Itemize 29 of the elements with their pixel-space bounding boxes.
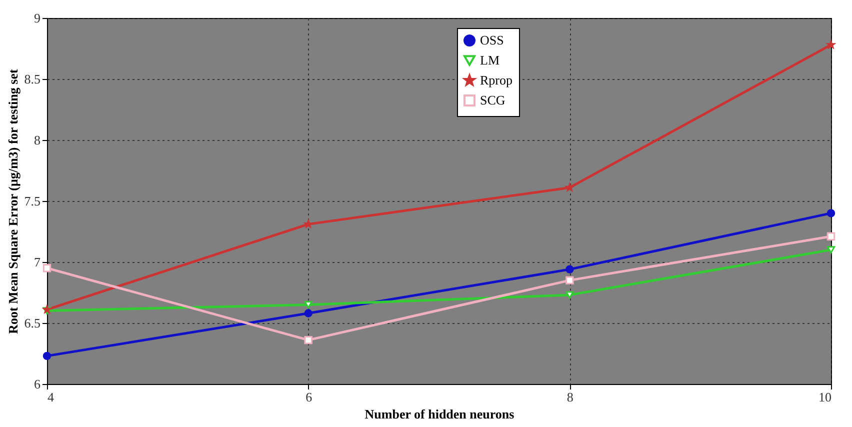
- y-tick-label: 8: [34, 132, 40, 148]
- point: [826, 232, 836, 240]
- y-tick-label: 7.5: [24, 194, 40, 208]
- y-tick-label: 7: [34, 254, 41, 270]
- point: [42, 352, 52, 360]
- x-tick-label: 6: [306, 390, 313, 404]
- x-axis-title: Number of hidden neurons: [364, 406, 514, 422]
- y-tick-label: 6: [34, 376, 41, 392]
- legend-label: OSS: [480, 32, 504, 48]
- y-tick-label: 6.5: [24, 316, 40, 330]
- legend-label: Rprop: [480, 72, 512, 88]
- point: [826, 209, 836, 218]
- point: [304, 301, 312, 308]
- legend-label: SCG: [480, 92, 506, 108]
- x-tick-label: 10: [818, 390, 832, 404]
- point: [42, 264, 52, 272]
- y-tick-label: 8.5: [24, 72, 40, 86]
- point: [566, 265, 574, 274]
- point: [304, 336, 312, 344]
- point: [826, 246, 836, 254]
- y-axis-title: Root Mean Square Error (µg/m3) for testing set: [5, 68, 20, 334]
- point: [304, 309, 312, 318]
- legend-label: LM: [480, 52, 500, 68]
- point: [566, 291, 574, 299]
- x-tick-label: 8: [566, 390, 574, 404]
- x-tick-label: 4: [48, 390, 54, 404]
- point: [566, 276, 574, 284]
- y-tick-label: 9: [34, 10, 40, 26]
- point: [566, 183, 574, 192]
